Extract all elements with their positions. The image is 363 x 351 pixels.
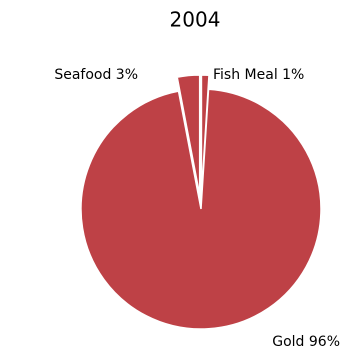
chart-subtitle: 2004 — [170, 8, 221, 32]
pie-slice — [80, 88, 322, 330]
slice-label: Fish Meal 1% — [213, 67, 304, 83]
slice-label: Gold 96% — [272, 334, 340, 350]
slice-label: Seafood 3% — [54, 67, 138, 83]
pie-slice — [176, 74, 201, 196]
